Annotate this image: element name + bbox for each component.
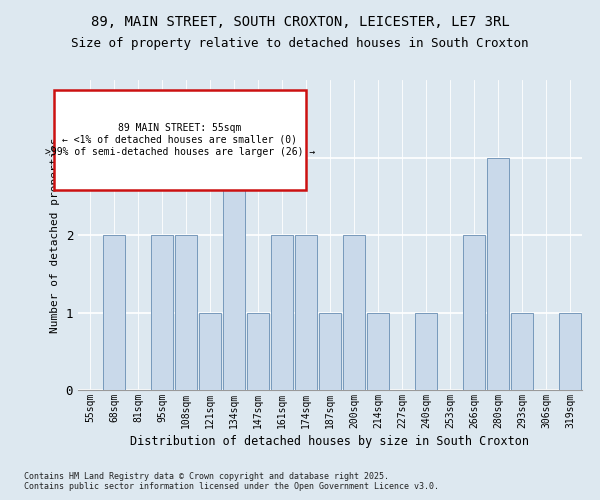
Bar: [103, 235, 125, 390]
Y-axis label: Number of detached properties: Number of detached properties: [50, 137, 60, 333]
Text: Contains public sector information licensed under the Open Government Licence v3: Contains public sector information licen…: [24, 482, 439, 491]
Bar: [151, 235, 173, 390]
Bar: [175, 235, 197, 390]
Bar: [367, 312, 389, 390]
Text: 89, MAIN STREET, SOUTH CROXTON, LEICESTER, LE7 3RL: 89, MAIN STREET, SOUTH CROXTON, LEICESTE…: [91, 15, 509, 29]
Text: Size of property relative to detached houses in South Croxton: Size of property relative to detached ho…: [71, 38, 529, 51]
Bar: [247, 312, 269, 390]
Bar: [319, 312, 341, 390]
Bar: [487, 158, 509, 390]
Text: 89 MAIN STREET: 55sqm
← <1% of detached houses are smaller (0)
>99% of semi-deta: 89 MAIN STREET: 55sqm ← <1% of detached …: [45, 124, 315, 156]
Bar: [343, 235, 365, 390]
Bar: [415, 312, 437, 390]
Text: Contains HM Land Registry data © Crown copyright and database right 2025.: Contains HM Land Registry data © Crown c…: [24, 472, 389, 481]
Bar: [511, 312, 533, 390]
Bar: [463, 235, 485, 390]
Bar: [223, 158, 245, 390]
Bar: [295, 235, 317, 390]
Bar: [559, 312, 581, 390]
Bar: [271, 235, 293, 390]
Bar: [199, 312, 221, 390]
X-axis label: Distribution of detached houses by size in South Croxton: Distribution of detached houses by size …: [131, 435, 530, 448]
